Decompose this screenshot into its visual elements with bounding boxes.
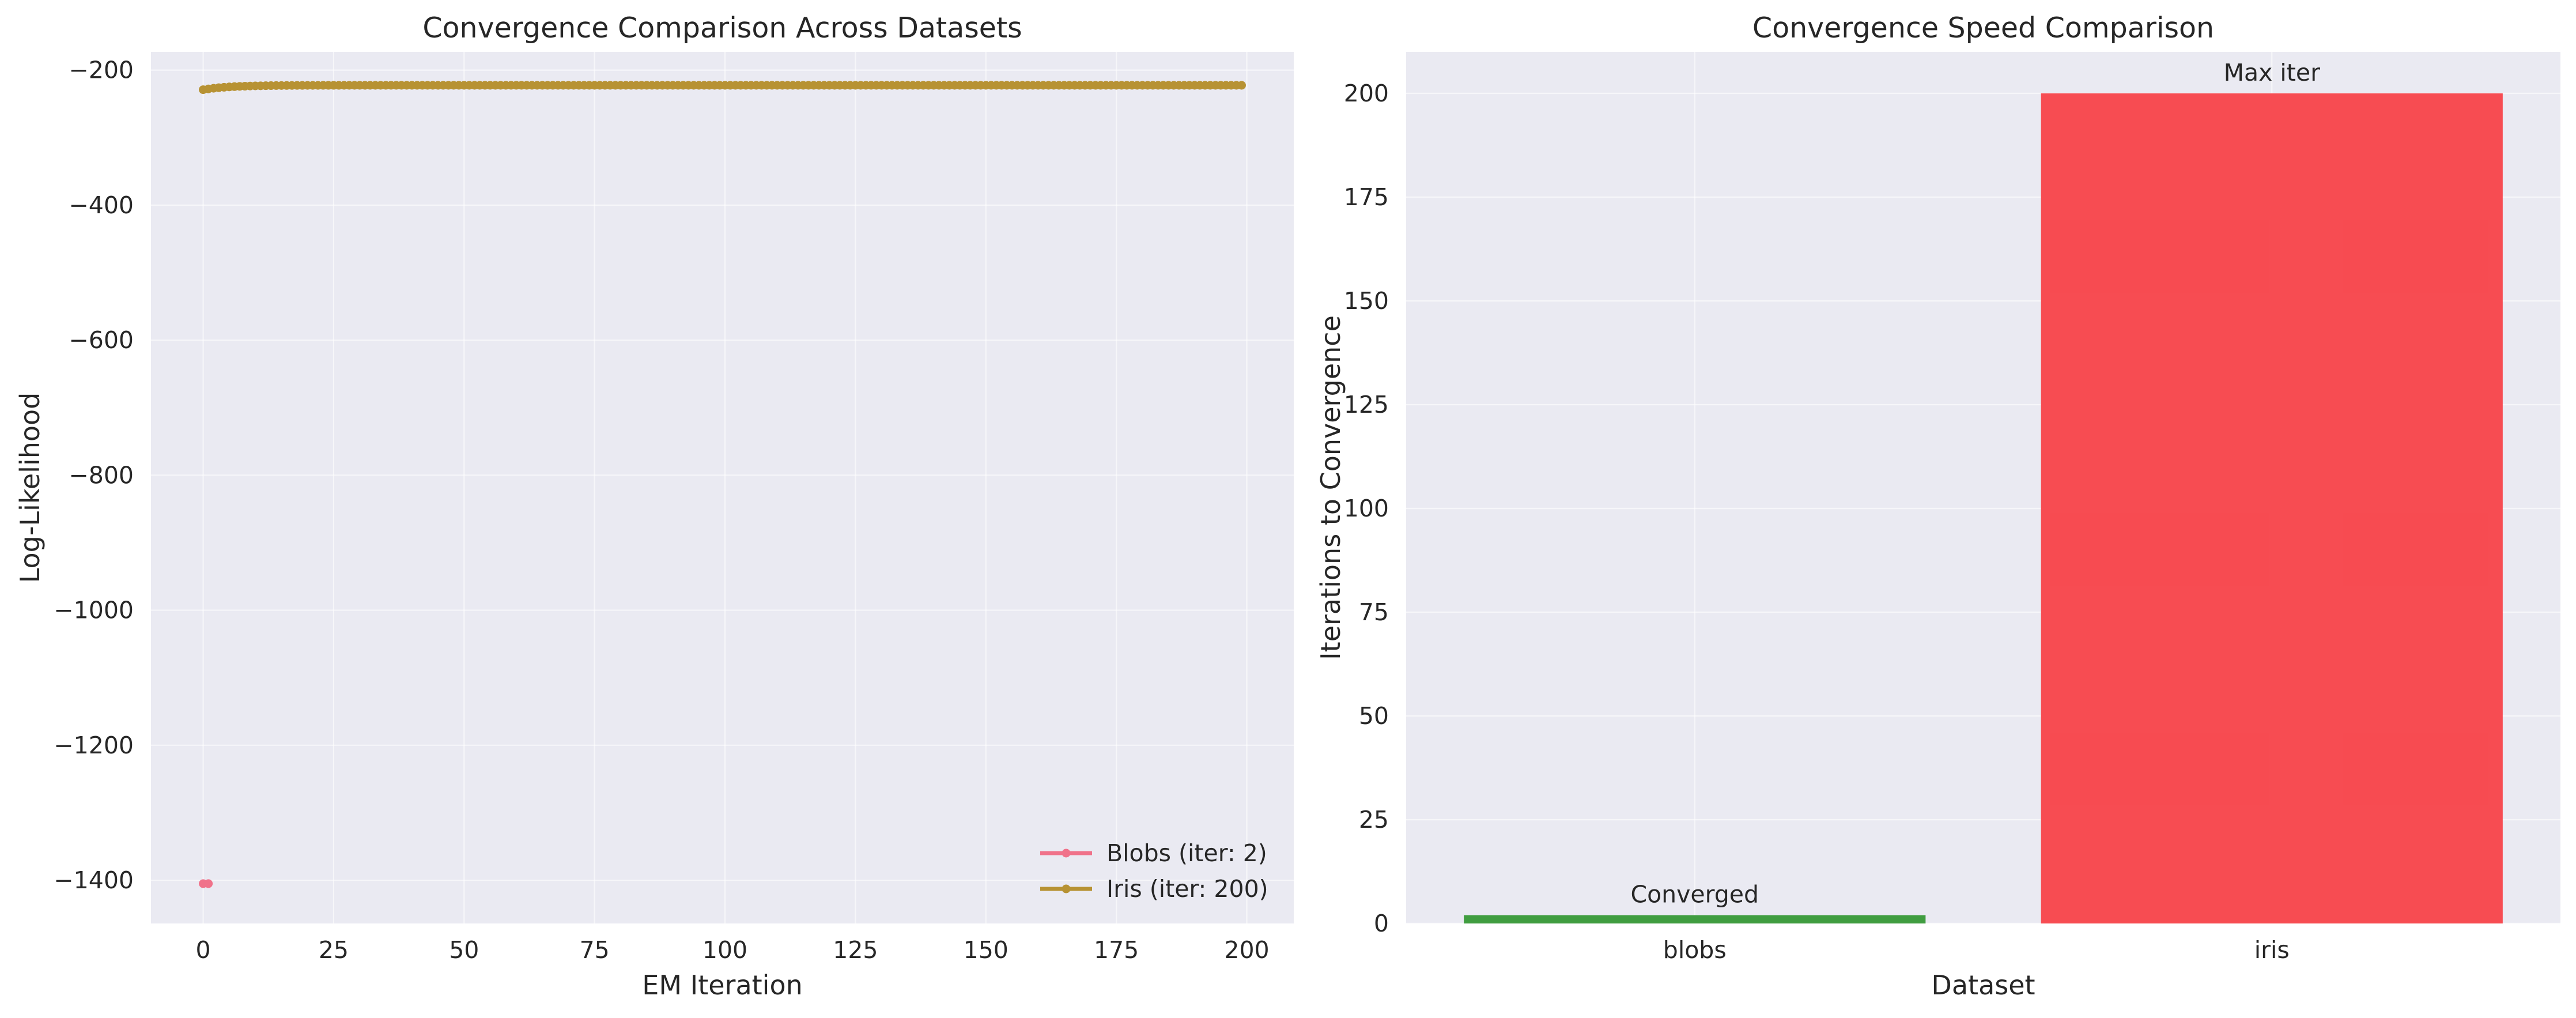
chart-title: Convergence Speed Comparison xyxy=(1752,12,2214,44)
y-tick-label: −600 xyxy=(69,326,134,354)
y-tick-label: 125 xyxy=(1344,391,1389,418)
y-tick-label: 75 xyxy=(1359,598,1389,626)
x-tick-label: 0 xyxy=(196,936,211,964)
bar-chart-panel: 0 25 50 75 100 125 150 175 200 blobs Converged iris… xyxy=(1315,12,2560,1001)
data-point-iris xyxy=(1237,81,1246,90)
x-tick-label: 200 xyxy=(1224,936,1269,964)
x-tick-label: 25 xyxy=(319,936,349,964)
x-tick-label: 50 xyxy=(449,936,479,964)
x-tick-label: blobs xyxy=(1663,936,1727,964)
plot-area xyxy=(151,52,1294,923)
y-axis-label: Log-Likelihood xyxy=(14,393,46,583)
x-tick-label: 75 xyxy=(580,936,610,964)
y-tick-label: 25 xyxy=(1359,806,1389,834)
x-tick-label: iris xyxy=(2254,936,2290,964)
chart-title: Convergence Comparison Across Datasets xyxy=(422,12,1022,44)
y-tick-label: −400 xyxy=(69,191,134,219)
x-tick-label: 100 xyxy=(702,936,747,964)
legend-label: Iris (iter: 200) xyxy=(1106,875,1268,903)
y-tick-label: −1400 xyxy=(54,866,134,894)
x-axis-label: Dataset xyxy=(1931,970,2035,1001)
legend-marker-1 xyxy=(1062,884,1071,893)
x-tick-label: 150 xyxy=(964,936,1009,964)
bar-iris xyxy=(2041,93,2503,923)
data-point-blobs xyxy=(204,879,213,888)
y-tick-label: −1000 xyxy=(54,597,134,624)
x-tick-label: 125 xyxy=(833,936,878,964)
y-tick-label: 200 xyxy=(1344,80,1389,107)
y-tick-label: −800 xyxy=(69,461,134,489)
x-axis-label: EM Iteration xyxy=(642,970,803,1001)
y-tick-label: 175 xyxy=(1344,183,1389,211)
x-tick-label: 175 xyxy=(1094,936,1139,964)
y-tick-label: 50 xyxy=(1359,702,1389,730)
bar-blobs xyxy=(1464,915,1926,923)
y-axis-label: Iterations to Convergence xyxy=(1315,315,1346,660)
bar-annotation: Max iter xyxy=(2224,59,2320,86)
bar-annotation: Converged xyxy=(1630,881,1759,908)
y-tick-label: 100 xyxy=(1344,495,1389,522)
legend-marker-0 xyxy=(1062,849,1071,858)
y-tick-label: −200 xyxy=(69,56,134,84)
y-tick-label: 150 xyxy=(1344,287,1389,315)
legend-label: Blobs (iter: 2) xyxy=(1106,839,1267,867)
line-chart-panel: 0 25 50 75 100 125 150 175 200 −200 −400 −600 −800 −1… xyxy=(14,12,1294,1001)
y-tick-label: −1200 xyxy=(54,732,134,759)
y-tick-label: 0 xyxy=(1374,910,1389,937)
